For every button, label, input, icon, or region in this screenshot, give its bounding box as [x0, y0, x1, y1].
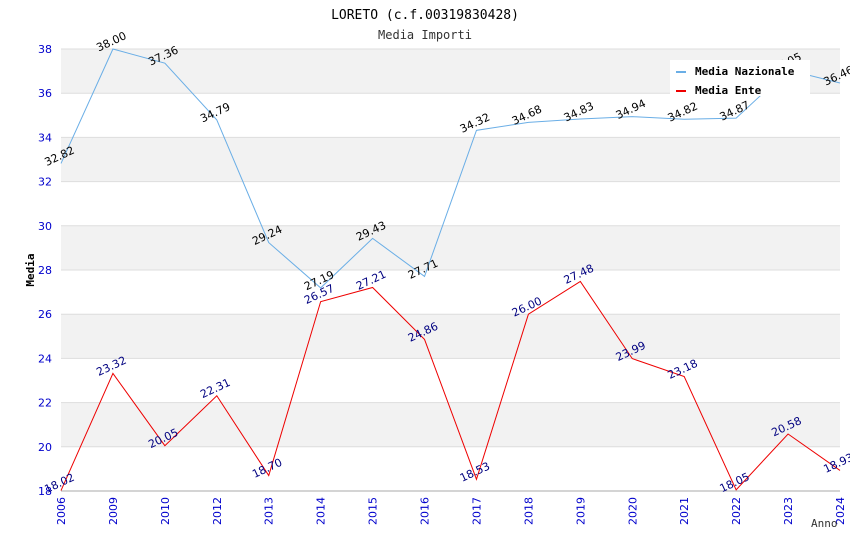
y-tick-label: 26	[38, 308, 52, 321]
x-tick-label: 2022	[730, 497, 743, 525]
x-tick-label: 2015	[367, 497, 380, 525]
data-label: 27.21	[354, 268, 388, 293]
data-label: 23.18	[666, 357, 700, 382]
data-label: 34.32	[458, 111, 492, 136]
y-tick-label: 22	[38, 397, 52, 410]
y-tick-label: 28	[38, 264, 52, 277]
data-label: 18.05	[718, 470, 752, 495]
x-tick-label: 2018	[522, 497, 535, 525]
x-tick-label: 2017	[470, 497, 483, 525]
legend-label-nazionale: Media Nazionale	[695, 65, 795, 78]
plot-background	[61, 49, 840, 447]
data-label: 34.87	[718, 98, 752, 123]
plot-band	[61, 314, 840, 359]
x-tick-label: 2010	[159, 497, 172, 525]
y-tick-label: 34	[38, 131, 52, 144]
chart-subtitle: Media Importi	[378, 28, 472, 42]
plot-band	[61, 225, 840, 270]
y-tick-label: 18	[38, 485, 52, 498]
y-tick-label: 24	[38, 352, 52, 365]
x-tick-label: 2019	[574, 497, 587, 525]
grid-lines	[61, 48, 840, 492]
series-lines	[60, 48, 841, 491]
x-tick-label: 2013	[263, 497, 276, 525]
data-label: 34.94	[614, 97, 648, 122]
x-tick-label: 2024	[834, 497, 847, 525]
x-tick-label: 2023	[782, 497, 795, 525]
x-tick-label: 2009	[107, 497, 120, 525]
y-tick-label: 20	[38, 441, 52, 454]
y-tick-label: 38	[38, 43, 52, 56]
chart-title: LORETO (c.f.00319830428)	[331, 8, 519, 23]
y-tick-label: 32	[38, 176, 52, 189]
data-label: 18.70	[250, 456, 284, 481]
x-tick-label: 2012	[211, 497, 224, 525]
data-label: 18.53	[458, 460, 492, 485]
legend-box	[670, 60, 810, 96]
y-axis: 18 20 22 24 26 28 30 32 34 36 38	[38, 43, 52, 498]
data-label: 18.93	[821, 451, 850, 476]
data-label: 34.82	[666, 100, 700, 125]
x-tick-label: 2016	[419, 497, 432, 525]
data-label: 34.79	[198, 100, 232, 125]
y-tick-label: 36	[38, 87, 52, 100]
x-axis: 2006 2009 2010 2012 2013 2014 2015 2016 2017 2018…	[55, 497, 847, 525]
data-label: 34.68	[510, 103, 544, 128]
x-tick-label: 2014	[315, 497, 328, 525]
y-axis-label: Media	[24, 253, 37, 286]
legend-label-ente: Media Ente	[695, 84, 762, 97]
legend: Media Nazionale Media Ente	[670, 60, 810, 97]
x-tick-label: 2006	[55, 497, 68, 525]
series-line-ente	[60, 280, 841, 491]
y-tick-label: 30	[38, 220, 52, 233]
x-tick-label: 2020	[626, 497, 639, 525]
x-tick-label: 2021	[678, 497, 691, 525]
data-label: 34.83	[562, 99, 596, 124]
data-label: 18.02	[42, 471, 76, 496]
plot-band	[61, 137, 840, 182]
series-line-nazionale	[60, 48, 841, 289]
x-axis-label: Anno	[811, 517, 838, 530]
